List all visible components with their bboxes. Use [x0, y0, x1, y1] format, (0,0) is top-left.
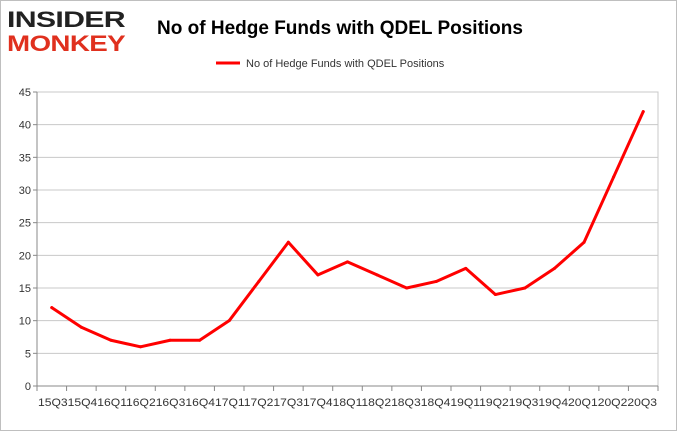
gridlines — [37, 91, 658, 354]
data-point — [375, 273, 379, 277]
y-tick-label: 10 — [19, 316, 31, 328]
y-tick-label: 35 — [19, 152, 31, 164]
data-point — [641, 110, 645, 114]
series-line — [50, 110, 645, 349]
data-point — [612, 175, 616, 179]
plot-border — [36, 91, 659, 387]
data-point — [79, 325, 83, 329]
data-point — [346, 260, 349, 264]
data-point — [257, 279, 261, 283]
insider-monkey-logo: INSIDER MONKEY — [7, 7, 127, 55]
data-point — [286, 240, 290, 244]
y-tick-label: 30 — [19, 185, 31, 197]
y-tick-label: 5 — [25, 348, 31, 360]
axes — [33, 91, 659, 391]
data-point — [405, 286, 409, 290]
data-point — [582, 240, 586, 244]
data-point — [316, 273, 320, 277]
logo-line-2: MONKEY — [7, 31, 126, 55]
legend-label: No of Hedge Funds with QDEL Positions — [246, 58, 445, 70]
y-tick-label: 40 — [19, 120, 31, 132]
data-point — [434, 279, 438, 283]
data-point — [553, 266, 556, 270]
data-point — [139, 345, 142, 349]
data-point — [464, 266, 468, 270]
x-tick-labels: 15Q315Q416Q116Q216Q316Q417Q117Q217Q317Q4… — [38, 397, 657, 409]
y-tick-labels: 0 5 10 15 20 25 30 35 40 45 — [19, 87, 31, 393]
data-point — [493, 293, 497, 297]
chart-title: No of Hedge Funds with QDEL Positions — [157, 18, 523, 39]
data-point — [168, 338, 172, 342]
y-tick-label: 25 — [19, 218, 31, 230]
data-point — [109, 338, 113, 342]
series — [50, 110, 645, 349]
data-point — [198, 338, 202, 342]
y-tick-label: 15 — [19, 283, 31, 295]
y-tick-label: 20 — [19, 250, 31, 262]
legend: No of Hedge Funds with QDEL Positions — [216, 58, 445, 70]
logo-line-1: INSIDER — [7, 7, 126, 32]
y-tick-label: 45 — [19, 87, 31, 99]
data-point — [523, 286, 527, 290]
y-tick-label: 0 — [25, 381, 31, 393]
data-point — [50, 306, 54, 310]
data-point — [227, 319, 231, 323]
